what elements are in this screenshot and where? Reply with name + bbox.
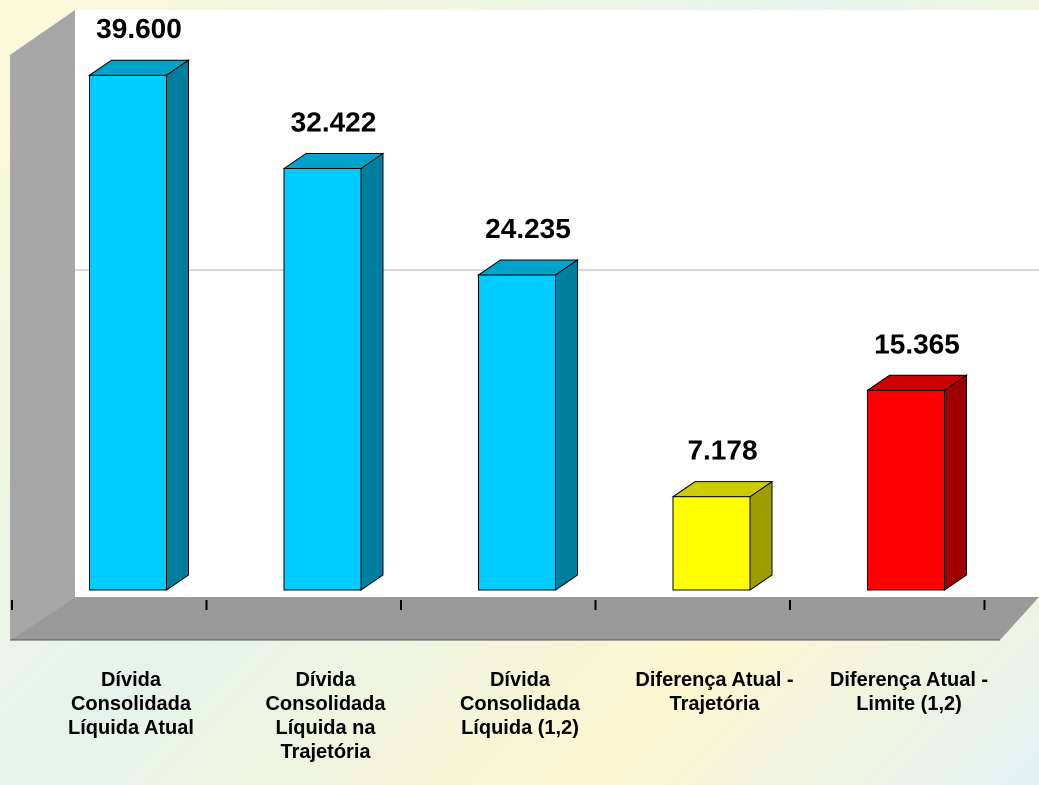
bar-front — [283, 168, 362, 591]
value-label: 24.235 — [485, 213, 571, 244]
bar-top — [671, 481, 774, 498]
bar — [87, 59, 191, 591]
bar-front — [89, 74, 167, 591]
side-wall — [10, 10, 75, 640]
bar-front — [478, 274, 556, 591]
x-tick-label: Diferença Atual - Trajetória — [635, 669, 794, 715]
floor — [10, 597, 1039, 640]
bar-top — [282, 153, 385, 170]
bar-side — [749, 480, 773, 591]
bar-front — [672, 496, 751, 591]
bar-top — [87, 59, 191, 76]
bar-side — [555, 258, 578, 591]
value-label: 7.178 — [687, 435, 757, 466]
bar-top — [476, 259, 580, 276]
bar — [476, 258, 580, 591]
bar-side — [944, 374, 967, 591]
bar — [282, 152, 385, 591]
x-tick-label: Diferença Atual - Limite (1,2) — [829, 669, 989, 715]
bar — [865, 374, 969, 591]
x-tick-label: Dívida Consolidada Líquida na Trajetória — [265, 669, 386, 763]
value-label: 32.422 — [291, 107, 377, 138]
bar — [671, 480, 774, 591]
value-label: 15.365 — [874, 328, 960, 359]
x-tick-label: Dívida Consolidada Líquida Atual — [68, 669, 194, 739]
bar-side — [166, 59, 189, 591]
value-label: 39.600 — [96, 13, 182, 44]
bar-side — [360, 152, 384, 591]
bar-front — [867, 389, 945, 591]
x-tick-label: Dívida Consolidada Líquida (1,2) — [459, 669, 580, 739]
bar-top — [865, 374, 969, 391]
